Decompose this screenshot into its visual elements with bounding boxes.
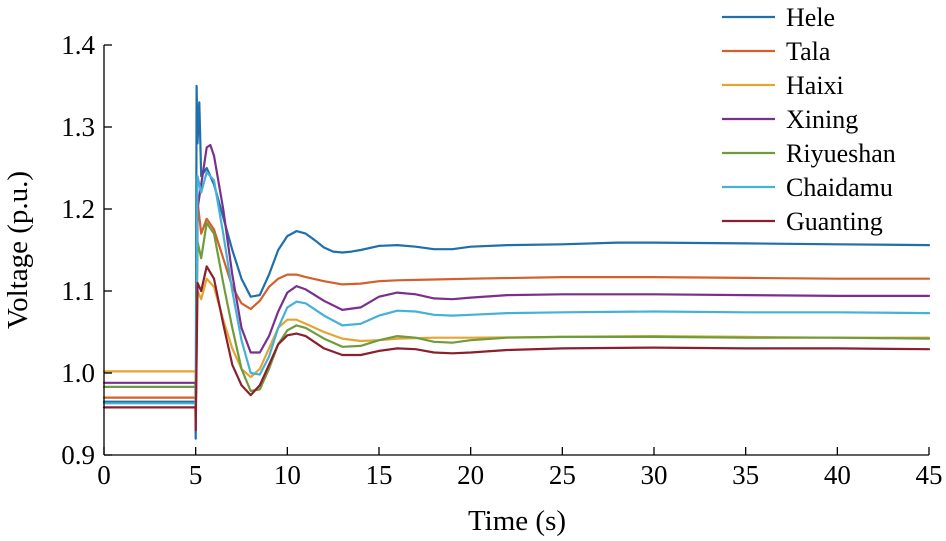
legend-label: Guanting (786, 207, 883, 236)
x-tick-label: 25 (549, 460, 576, 490)
legend-label: Chaidamu (786, 173, 893, 202)
legend-label: Haixi (786, 71, 844, 100)
legend-label: Xining (786, 105, 858, 134)
y-tick-label: 1.1 (61, 276, 95, 306)
x-tick-label: 15 (366, 460, 393, 490)
x-tick-label: 5 (189, 460, 203, 490)
y-tick-label: 1.0 (61, 358, 95, 388)
series-line-tala (102, 199, 931, 424)
x-tick-label: 20 (457, 460, 484, 490)
legend-item-tala: Tala (722, 37, 831, 66)
legend-label: Tala (786, 37, 831, 66)
x-tick-label: 45 (916, 460, 943, 490)
series-line-xining (102, 143, 931, 432)
y-tick-label: 1.3 (61, 112, 95, 142)
y-tick-label: 1.4 (61, 30, 95, 60)
legend-label: Hele (786, 3, 835, 32)
series-line-riyueshan (102, 221, 931, 416)
y-axis-title: Voltage (p.u.) (2, 171, 34, 329)
legend-item-riyueshan: Riyueshan (722, 139, 896, 168)
axes: 0 5 10 15 20 25 30 35 40 45 0.9 1.0 1.1 1.2 1.3 1.4 (61, 30, 942, 490)
x-tick-label: 30 (641, 460, 668, 490)
x-tick-label: 10 (274, 460, 301, 490)
x-axis-title: Time (s) (468, 505, 566, 537)
series-line-chaidamu (102, 171, 931, 432)
legend-item-guanting: Guanting (722, 207, 883, 236)
legend-label: Riyueshan (786, 139, 896, 168)
x-tick-label: 0 (97, 460, 111, 490)
plot-lines (102, 84, 931, 440)
legend-item-chaidamu: Chaidamu (722, 173, 893, 202)
y-tick-label: 1.2 (61, 194, 95, 224)
legend-item-haixi: Haixi (722, 71, 844, 100)
legend: Hele Tala Haixi Xining Riyueshan Chaidamu Guan… (722, 3, 896, 236)
y-tick-label: 0.9 (61, 440, 95, 470)
legend-item-hele: Hele (722, 3, 835, 32)
series-line-guanting (102, 265, 931, 432)
x-tick-label: 40 (824, 460, 851, 490)
x-tick-label: 35 (732, 460, 759, 490)
legend-item-xining: Xining (722, 105, 858, 134)
